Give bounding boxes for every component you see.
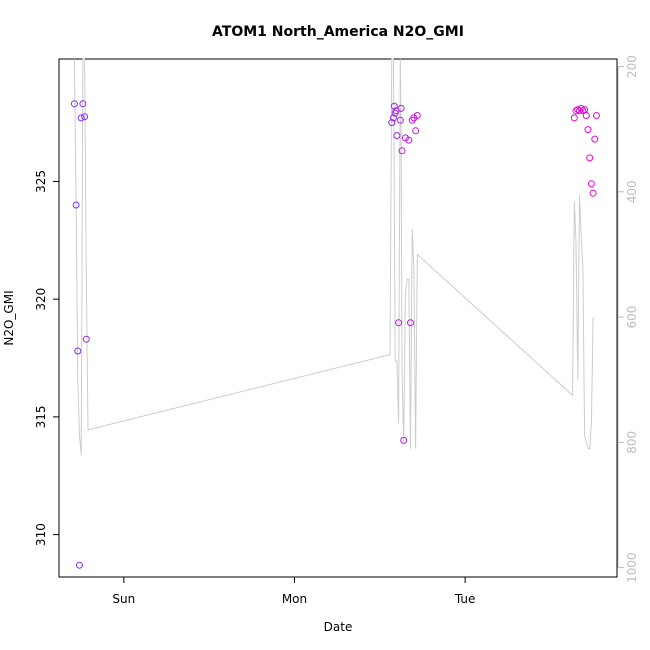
y-axis-label: N2O_GMI xyxy=(2,290,16,345)
data-point xyxy=(390,114,397,122)
y-tick-label: 320 xyxy=(34,288,48,311)
data-point xyxy=(390,102,398,110)
data-point xyxy=(582,112,590,119)
data-point xyxy=(397,104,405,112)
data-point xyxy=(413,112,421,119)
x-axis-label: Date xyxy=(324,620,353,634)
data-point xyxy=(388,119,396,127)
chart-title: ATOM1 North_America N2O_GMI xyxy=(212,24,464,40)
axes-group: 310 315 320 325 200 400 600 800 1000 Sun Mon Tue xyxy=(34,55,639,606)
data-point xyxy=(405,136,413,144)
data-point xyxy=(593,112,600,119)
data-point xyxy=(72,201,80,209)
data-point xyxy=(412,127,420,135)
y-tick-label: 310 xyxy=(34,523,48,546)
y2-tick-label: 1000 xyxy=(625,552,639,583)
data-point xyxy=(400,436,408,444)
y-tick-label: 325 xyxy=(34,170,48,193)
data-point xyxy=(70,100,78,108)
y2-tick-label: 400 xyxy=(625,180,639,203)
data-point xyxy=(396,116,404,124)
data-point xyxy=(589,189,597,197)
data-point xyxy=(407,319,414,327)
data-point xyxy=(74,347,82,355)
data-point xyxy=(395,319,403,327)
x-tick-label: Sun xyxy=(112,592,135,606)
y2-tick-label: 800 xyxy=(625,431,639,454)
data-point xyxy=(393,132,401,139)
data-point xyxy=(591,135,599,143)
data-point xyxy=(79,100,87,108)
data-point xyxy=(82,335,90,343)
data-point xyxy=(584,126,592,134)
data-point xyxy=(570,114,578,122)
series-line-group xyxy=(73,58,594,455)
data-point xyxy=(579,107,587,115)
x-tick-label: Tue xyxy=(454,592,476,606)
y2-tick-label: 200 xyxy=(625,55,639,78)
data-point xyxy=(574,106,582,114)
pressure-line xyxy=(73,58,594,455)
data-point xyxy=(77,114,85,122)
plot-frame xyxy=(58,58,618,578)
y-tick-label: 315 xyxy=(34,405,48,428)
data-point xyxy=(586,154,594,162)
series-points-group xyxy=(70,100,600,569)
y2-tick-label: 600 xyxy=(625,306,639,329)
data-point xyxy=(76,561,83,569)
data-point xyxy=(587,180,595,188)
data-point xyxy=(398,147,406,155)
data-point xyxy=(81,113,89,121)
x-tick-label: Mon xyxy=(282,592,307,606)
